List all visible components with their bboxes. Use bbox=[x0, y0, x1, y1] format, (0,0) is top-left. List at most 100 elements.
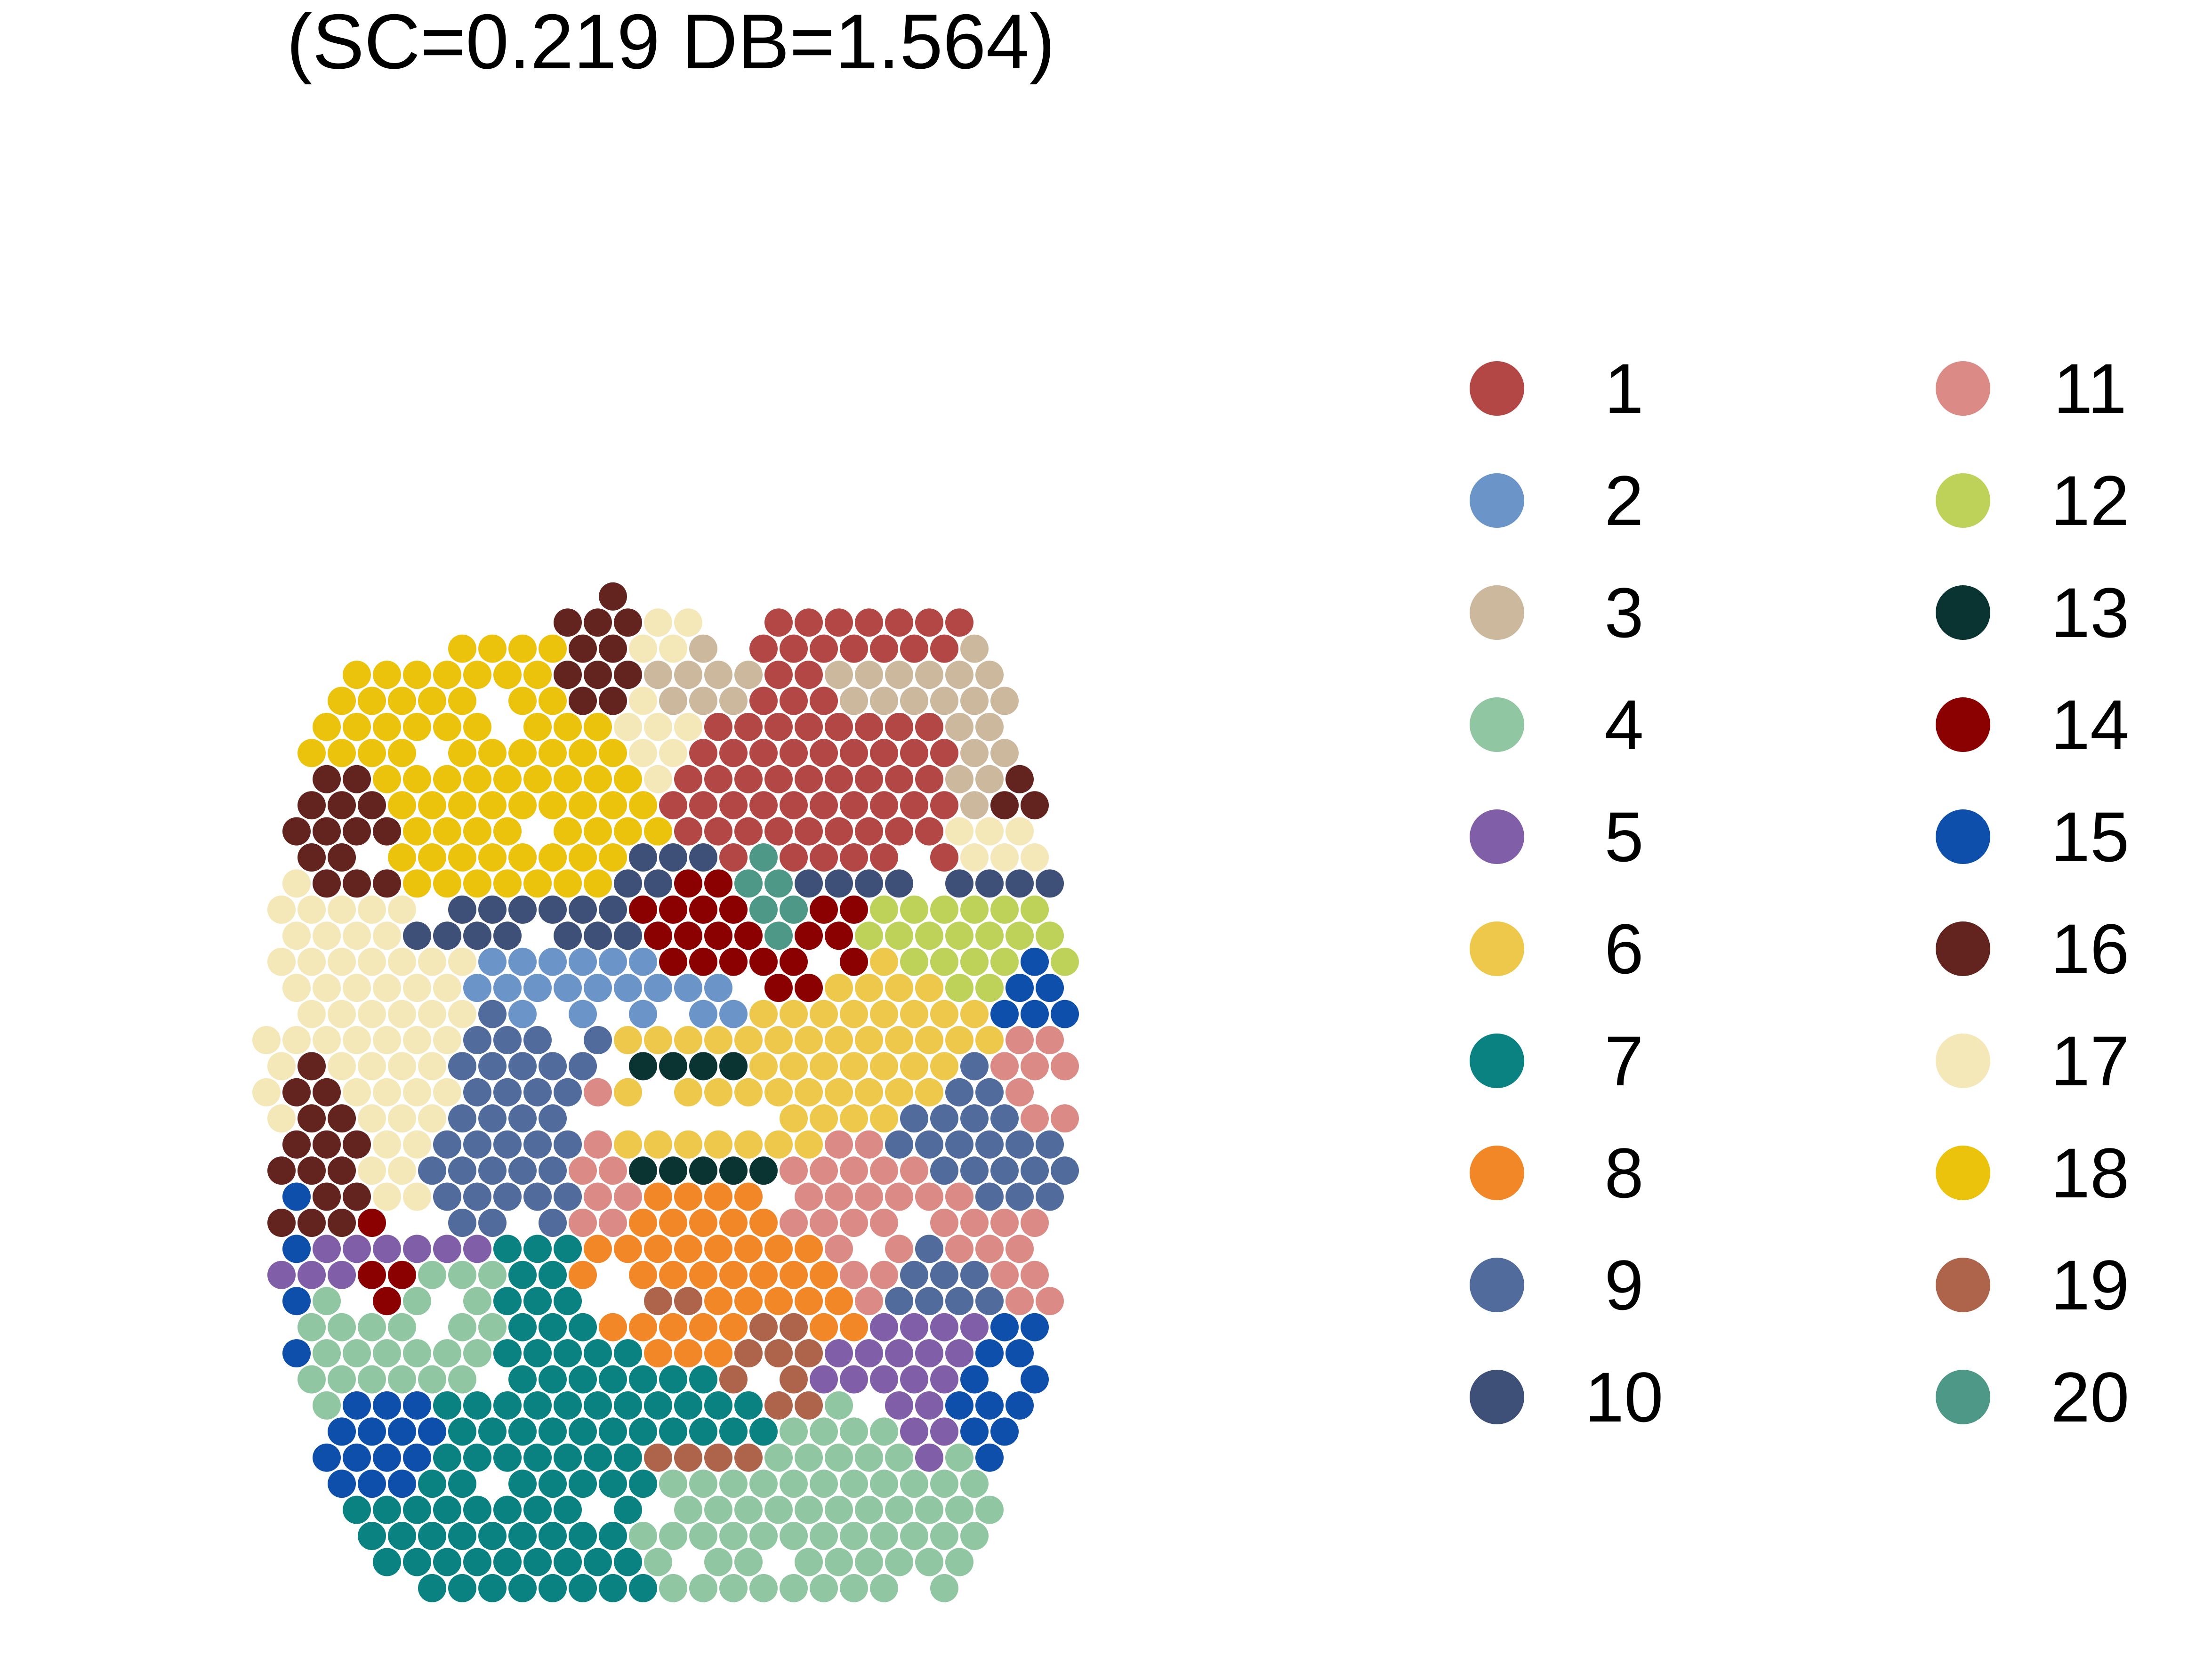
point-cluster-15 bbox=[343, 1391, 371, 1420]
point-cluster-10 bbox=[825, 869, 853, 898]
point-cluster-16 bbox=[298, 1104, 326, 1133]
point-cluster-7 bbox=[629, 1365, 657, 1394]
point-cluster-7 bbox=[584, 1339, 612, 1368]
point-cluster-18 bbox=[448, 739, 476, 767]
point-cluster-11 bbox=[569, 1156, 597, 1185]
point-cluster-10 bbox=[1005, 869, 1034, 898]
point-cluster-18 bbox=[448, 791, 476, 820]
point-cluster-9 bbox=[463, 1026, 491, 1054]
point-cluster-9 bbox=[448, 1209, 476, 1237]
point-cluster-7 bbox=[539, 1574, 567, 1602]
point-cluster-9 bbox=[478, 1000, 507, 1028]
point-cluster-11 bbox=[840, 1260, 868, 1289]
point-cluster-2 bbox=[719, 1000, 748, 1028]
point-cluster-7 bbox=[448, 1470, 476, 1498]
point-cluster-7 bbox=[463, 1391, 491, 1420]
point-cluster-7 bbox=[508, 1313, 537, 1341]
point-cluster-14 bbox=[780, 947, 808, 976]
point-cluster-4 bbox=[840, 1574, 868, 1602]
point-cluster-7 bbox=[478, 1417, 507, 1446]
point-cluster-15 bbox=[1021, 1000, 1049, 1028]
point-cluster-1 bbox=[780, 634, 808, 663]
point-cluster-18 bbox=[448, 843, 476, 872]
point-cluster-16 bbox=[298, 1052, 326, 1081]
point-cluster-6 bbox=[960, 1000, 989, 1028]
point-cluster-14 bbox=[840, 947, 868, 976]
legend-label-16: 16 bbox=[2051, 909, 2130, 988]
point-cluster-11 bbox=[990, 1052, 1019, 1081]
point-cluster-10 bbox=[554, 921, 582, 950]
point-cluster-15 bbox=[1021, 1313, 1049, 1341]
point-cluster-17 bbox=[358, 1000, 386, 1028]
point-cluster-7 bbox=[433, 1443, 461, 1472]
point-cluster-18 bbox=[403, 817, 431, 846]
point-cluster-15 bbox=[343, 1443, 371, 1472]
point-cluster-9 bbox=[554, 1078, 582, 1107]
point-cluster-4 bbox=[810, 1470, 838, 1498]
point-cluster-7 bbox=[599, 1365, 627, 1394]
point-cluster-9 bbox=[523, 1182, 552, 1211]
point-cluster-1 bbox=[689, 791, 717, 820]
point-cluster-10 bbox=[584, 921, 612, 950]
point-cluster-16 bbox=[343, 1130, 371, 1159]
point-cluster-17 bbox=[282, 869, 311, 898]
point-cluster-16 bbox=[569, 634, 597, 663]
point-cluster-4 bbox=[810, 1574, 838, 1602]
point-cluster-17 bbox=[343, 921, 371, 950]
point-cluster-6 bbox=[840, 1104, 868, 1133]
point-cluster-11 bbox=[614, 1182, 642, 1211]
point-cluster-2 bbox=[629, 947, 657, 976]
point-cluster-4 bbox=[463, 1287, 491, 1316]
point-cluster-13 bbox=[719, 1156, 748, 1185]
point-cluster-13 bbox=[629, 1052, 657, 1081]
point-cluster-18 bbox=[313, 712, 341, 741]
point-cluster-6 bbox=[915, 1078, 943, 1107]
point-cluster-8 bbox=[659, 1313, 687, 1341]
point-cluster-18 bbox=[433, 817, 461, 846]
point-cluster-18 bbox=[463, 712, 491, 741]
point-cluster-7 bbox=[493, 1548, 522, 1576]
point-cluster-11 bbox=[945, 1182, 973, 1211]
point-cluster-11 bbox=[1005, 1287, 1034, 1316]
legend-marker-17 bbox=[1936, 1034, 1990, 1088]
point-cluster-7 bbox=[523, 1443, 552, 1472]
point-cluster-1 bbox=[795, 712, 823, 741]
point-cluster-6 bbox=[795, 1130, 823, 1159]
point-cluster-7 bbox=[433, 1391, 461, 1420]
point-cluster-14 bbox=[689, 895, 717, 924]
point-cluster-14 bbox=[719, 895, 748, 924]
point-cluster-9 bbox=[493, 1130, 522, 1159]
point-cluster-7 bbox=[493, 1339, 522, 1368]
point-cluster-18 bbox=[569, 791, 597, 820]
point-cluster-17 bbox=[343, 1026, 371, 1054]
point-cluster-12 bbox=[915, 921, 943, 950]
point-cluster-8 bbox=[689, 1313, 717, 1341]
point-cluster-10 bbox=[855, 869, 883, 898]
legend-label-14: 14 bbox=[2051, 685, 2130, 764]
point-cluster-11 bbox=[1021, 1209, 1049, 1237]
point-cluster-1 bbox=[885, 765, 913, 793]
point-cluster-3 bbox=[975, 765, 1004, 793]
point-cluster-19 bbox=[719, 1365, 748, 1394]
point-cluster-9 bbox=[418, 1156, 446, 1185]
point-cluster-6 bbox=[764, 1078, 793, 1107]
point-cluster-4 bbox=[825, 1443, 853, 1472]
point-cluster-8 bbox=[704, 1287, 732, 1316]
point-cluster-11 bbox=[885, 1235, 913, 1263]
point-cluster-9 bbox=[975, 1078, 1004, 1107]
point-cluster-9 bbox=[1036, 1182, 1064, 1211]
point-cluster-7 bbox=[614, 1443, 642, 1472]
point-cluster-12 bbox=[975, 921, 1004, 950]
point-cluster-16 bbox=[343, 869, 371, 898]
point-cluster-4 bbox=[855, 1548, 883, 1576]
point-cluster-3 bbox=[734, 661, 763, 689]
point-cluster-8 bbox=[674, 1235, 702, 1263]
point-cluster-16 bbox=[313, 869, 341, 898]
point-cluster-4 bbox=[960, 1522, 989, 1550]
point-cluster-6 bbox=[780, 1000, 808, 1028]
point-cluster-6 bbox=[614, 1026, 642, 1054]
point-cluster-7 bbox=[343, 1495, 371, 1524]
point-cluster-9 bbox=[539, 1209, 567, 1237]
point-cluster-6 bbox=[945, 1026, 973, 1054]
point-cluster-18 bbox=[433, 869, 461, 898]
